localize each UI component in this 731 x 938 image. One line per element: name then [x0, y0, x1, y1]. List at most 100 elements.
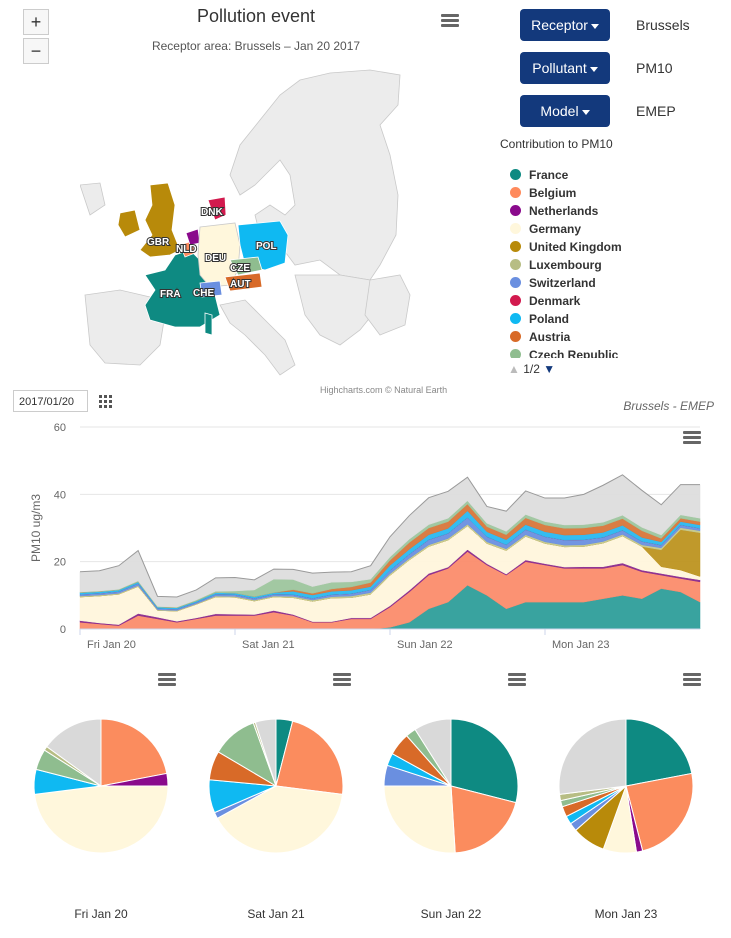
y-tick-label: 0 [60, 624, 66, 636]
map-country-labels: GBR DNK NLD DEU POL CZE FRA CHE AUT [146, 206, 278, 301]
legend-marker [510, 259, 521, 270]
zoom-out-button[interactable]: − [23, 38, 49, 64]
legend-label: Austria [529, 330, 571, 344]
pie-slice-germany[interactable] [383, 785, 456, 854]
receptor-value: Brussels [636, 17, 690, 33]
y-tick-label: 60 [54, 422, 66, 434]
legend-title: Contribution to PM10 [500, 137, 613, 151]
pie-chart-sat [208, 718, 344, 854]
receptor-button[interactable]: Receptor [520, 9, 610, 41]
legend-marker [510, 277, 521, 288]
legend-marker [510, 331, 521, 342]
legend-label: Netherlands [529, 204, 599, 218]
map-subtitle: Receptor area: Brussels – Jan 20 2017 [151, 39, 361, 53]
legend-label: Czech Republic [529, 348, 619, 358]
pie-slice-germany[interactable] [216, 785, 344, 854]
legend-label: Switzerland [529, 276, 596, 290]
map-title: Pollution event [196, 6, 316, 26]
pie-1-menu-icon[interactable] [158, 673, 176, 687]
legend-next-icon[interactable]: ▼ [543, 362, 556, 376]
country-irl[interactable] [117, 209, 141, 238]
legend-label: Belgium [529, 186, 577, 200]
pie-slice-france[interactable] [625, 718, 693, 787]
pie-slice-rest[interactable] [254, 718, 277, 787]
legend-item-luxembourg[interactable]: Luxembourg [510, 256, 710, 274]
country-corsica[interactable] [204, 312, 213, 336]
pie-slice-rest[interactable] [46, 718, 102, 787]
model-value: EMEP [636, 103, 676, 119]
pie-slice-belgium[interactable] [100, 718, 168, 787]
pie-slice-rest[interactable] [558, 718, 627, 795]
pie-slice-rest[interactable] [414, 718, 452, 788]
legend-label: Germany [529, 222, 582, 236]
y-tick-label: 20 [54, 557, 66, 569]
country-dnk[interactable] [207, 196, 227, 221]
pie-1-label: Fri Jan 20 [74, 907, 128, 921]
legend-label: Poland [529, 312, 570, 326]
legend-item-belgium[interactable]: Belgium [510, 184, 710, 202]
pie-4-menu-icon[interactable] [683, 673, 701, 687]
legend-label: Denmark [529, 294, 581, 308]
pie-chart-sun [383, 718, 519, 854]
pie-3-menu-icon[interactable] [508, 673, 526, 687]
pie-2-menu-icon[interactable] [333, 673, 351, 687]
legend-marker [510, 295, 521, 306]
area-chart-menu-icon[interactable] [683, 431, 701, 445]
legend-label: United Kingdom [529, 240, 622, 254]
pie-3-label: Sun Jan 22 [420, 907, 482, 921]
legend-marker [510, 349, 521, 358]
map-credits[interactable]: Highcharts.com © Natural Earth [320, 385, 448, 395]
legend-item-czech-republic[interactable]: Czech Republic [510, 346, 710, 358]
legend-item-netherlands[interactable]: Netherlands [510, 202, 710, 220]
pie-slice-germany[interactable] [33, 785, 169, 854]
map-label-fra: FRA [160, 289, 181, 300]
zoom-in-button[interactable]: + [23, 9, 49, 35]
map-menu-icon[interactable] [441, 14, 459, 28]
legend-page-number: 1/2 [523, 362, 540, 376]
pie-slice-belgium[interactable] [625, 772, 694, 852]
area-chart: 0 20 40 60 PM10 ug/m3 Fri Jan 20 Sat Jan 21 Sun… [29, 422, 701, 651]
legend-label: France [529, 168, 569, 182]
model-button[interactable]: Model [520, 95, 610, 127]
x-tick-label: Fri Jan 20 [87, 639, 136, 651]
legend-marker [510, 241, 521, 252]
legend-label: Luxembourg [529, 258, 602, 272]
pie-chart-mon [558, 718, 694, 854]
date-input[interactable]: 2017/01/20 [13, 390, 88, 412]
legend-item-poland[interactable]: Poland [510, 310, 710, 328]
legend-marker [510, 205, 521, 216]
legend-marker [510, 169, 521, 180]
pollutant-button[interactable]: Pollutant [520, 52, 610, 84]
legend-marker [510, 187, 521, 198]
legend-item-denmark[interactable]: Denmark [510, 292, 710, 310]
legend-item-united-kingdom[interactable]: United Kingdom [510, 238, 710, 256]
country-gbr[interactable] [139, 182, 181, 258]
legend-pager: ▲ 1/2 ▼ [508, 362, 555, 376]
total-outline [79, 474, 700, 598]
country-aut[interactable] [224, 272, 263, 292]
y-tick-label: 40 [54, 489, 66, 501]
pie-slice-france[interactable] [450, 718, 519, 804]
pie-slice-belgium[interactable] [275, 720, 344, 795]
pie-2-label: Sat Jan 21 [247, 907, 305, 921]
legend-marker [510, 223, 521, 234]
pie-slice-belgium[interactable] [450, 785, 517, 854]
map-label-pol: POL [256, 241, 277, 252]
legend-item-switzerland[interactable]: Switzerland [510, 274, 710, 292]
legend-list: France Belgium Netherlands Germany United Ki… [510, 166, 710, 358]
map-label-deu: DEU [205, 253, 226, 264]
calendar-grid-icon[interactable] [99, 395, 113, 409]
pie-4-label: Mon Jan 23 [594, 907, 658, 921]
country-che[interactable] [199, 280, 223, 298]
x-tick-label: Sun Jan 22 [397, 639, 453, 651]
map-label-aut: AUT [230, 279, 251, 290]
legend-marker [510, 313, 521, 324]
legend-item-france[interactable]: France [510, 166, 710, 184]
legend-prev-icon[interactable]: ▲ [508, 362, 520, 376]
map-label-dnk: DNK [201, 207, 223, 218]
legend-item-austria[interactable]: Austria [510, 328, 710, 346]
country-cze[interactable] [229, 256, 263, 276]
legend-item-germany[interactable]: Germany [510, 220, 710, 238]
pollutant-value: PM10 [636, 60, 673, 76]
map-label-che: CHE [193, 288, 214, 299]
